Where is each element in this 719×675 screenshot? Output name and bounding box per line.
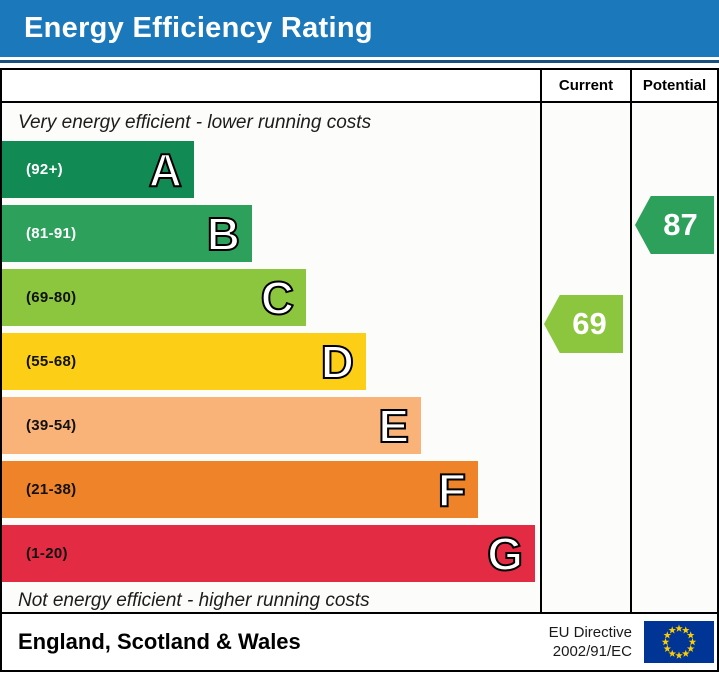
potential-column-header: Potential (630, 70, 717, 101)
band-row-g: (1-20) G (2, 525, 540, 582)
band-c-range-label: (69-80) (26, 289, 77, 306)
band-e-letter: E (377, 399, 410, 452)
current-rating-arrow: 69 (544, 295, 623, 353)
band-row-c: (69-80) C (2, 269, 540, 326)
band-row-f: (21-38) F (2, 461, 540, 518)
band-a-range-label: (92+) (26, 161, 63, 178)
bands-column: Very energy efficient - lower running co… (2, 103, 540, 612)
eu-directive-line1: EU Directive (548, 623, 632, 641)
bottom-caption: Not energy efficient - higher running co… (18, 590, 370, 611)
band-row-b: (81-91) B (2, 205, 540, 262)
region-label: England, Scotland & Wales (18, 629, 301, 654)
band-d: (55-68) D (2, 333, 366, 390)
band-g-letter: G (486, 527, 524, 580)
band-a: (92+) A (2, 141, 194, 198)
band-b: (81-91) B (2, 205, 252, 262)
table-footer-row: England, Scotland & Wales EU Directive 2… (2, 614, 717, 670)
eu-flag-icon (644, 621, 714, 663)
band-f: (21-38) F (2, 461, 478, 518)
band-row-a: (92+) A (2, 141, 540, 198)
band-c-letter: C (260, 271, 295, 324)
eu-directive-line2: 2002/91/EC (552, 643, 632, 660)
band-row-e: (39-54) E (2, 397, 540, 454)
band-d-range-label: (55-68) (26, 353, 77, 370)
top-caption: Very energy efficient - lower running co… (18, 112, 372, 133)
potential-rating-value: 87 (663, 207, 698, 242)
current-column-header: Current (540, 70, 630, 101)
title-banner: Energy Efficiency Rating (0, 0, 719, 63)
header-spacer-cell (2, 70, 540, 101)
potential-rating-arrow: 87 (635, 196, 714, 254)
current-column: 69 (540, 103, 630, 612)
table-header-row: Current Potential (2, 70, 717, 103)
band-c: (69-80) C (2, 269, 306, 326)
band-g: (1-20) G (2, 525, 535, 582)
band-d-letter: D (320, 335, 355, 388)
rating-bands: (92+) A (81-91) B (69-80) C (2, 141, 540, 582)
band-a-letter: A (148, 143, 183, 196)
band-row-d: (55-68) D (2, 333, 540, 390)
band-e-range-label: (39-54) (26, 417, 77, 434)
band-b-range-label: (81-91) (26, 225, 77, 242)
band-g-range-label: (1-20) (26, 545, 68, 562)
rating-table: Current Potential Very energy efficient … (0, 68, 719, 672)
band-b-letter: B (206, 207, 241, 260)
band-f-letter: F (437, 463, 467, 516)
page-title: Energy Efficiency Rating (24, 12, 373, 44)
band-f-range-label: (21-38) (26, 481, 77, 498)
potential-column: 87 (630, 103, 717, 612)
chart-body: Very energy efficient - lower running co… (2, 103, 717, 614)
eu-directive-label: EU Directive 2002/91/EC (549, 623, 632, 662)
current-rating-value: 69 (572, 306, 607, 341)
band-e: (39-54) E (2, 397, 421, 454)
